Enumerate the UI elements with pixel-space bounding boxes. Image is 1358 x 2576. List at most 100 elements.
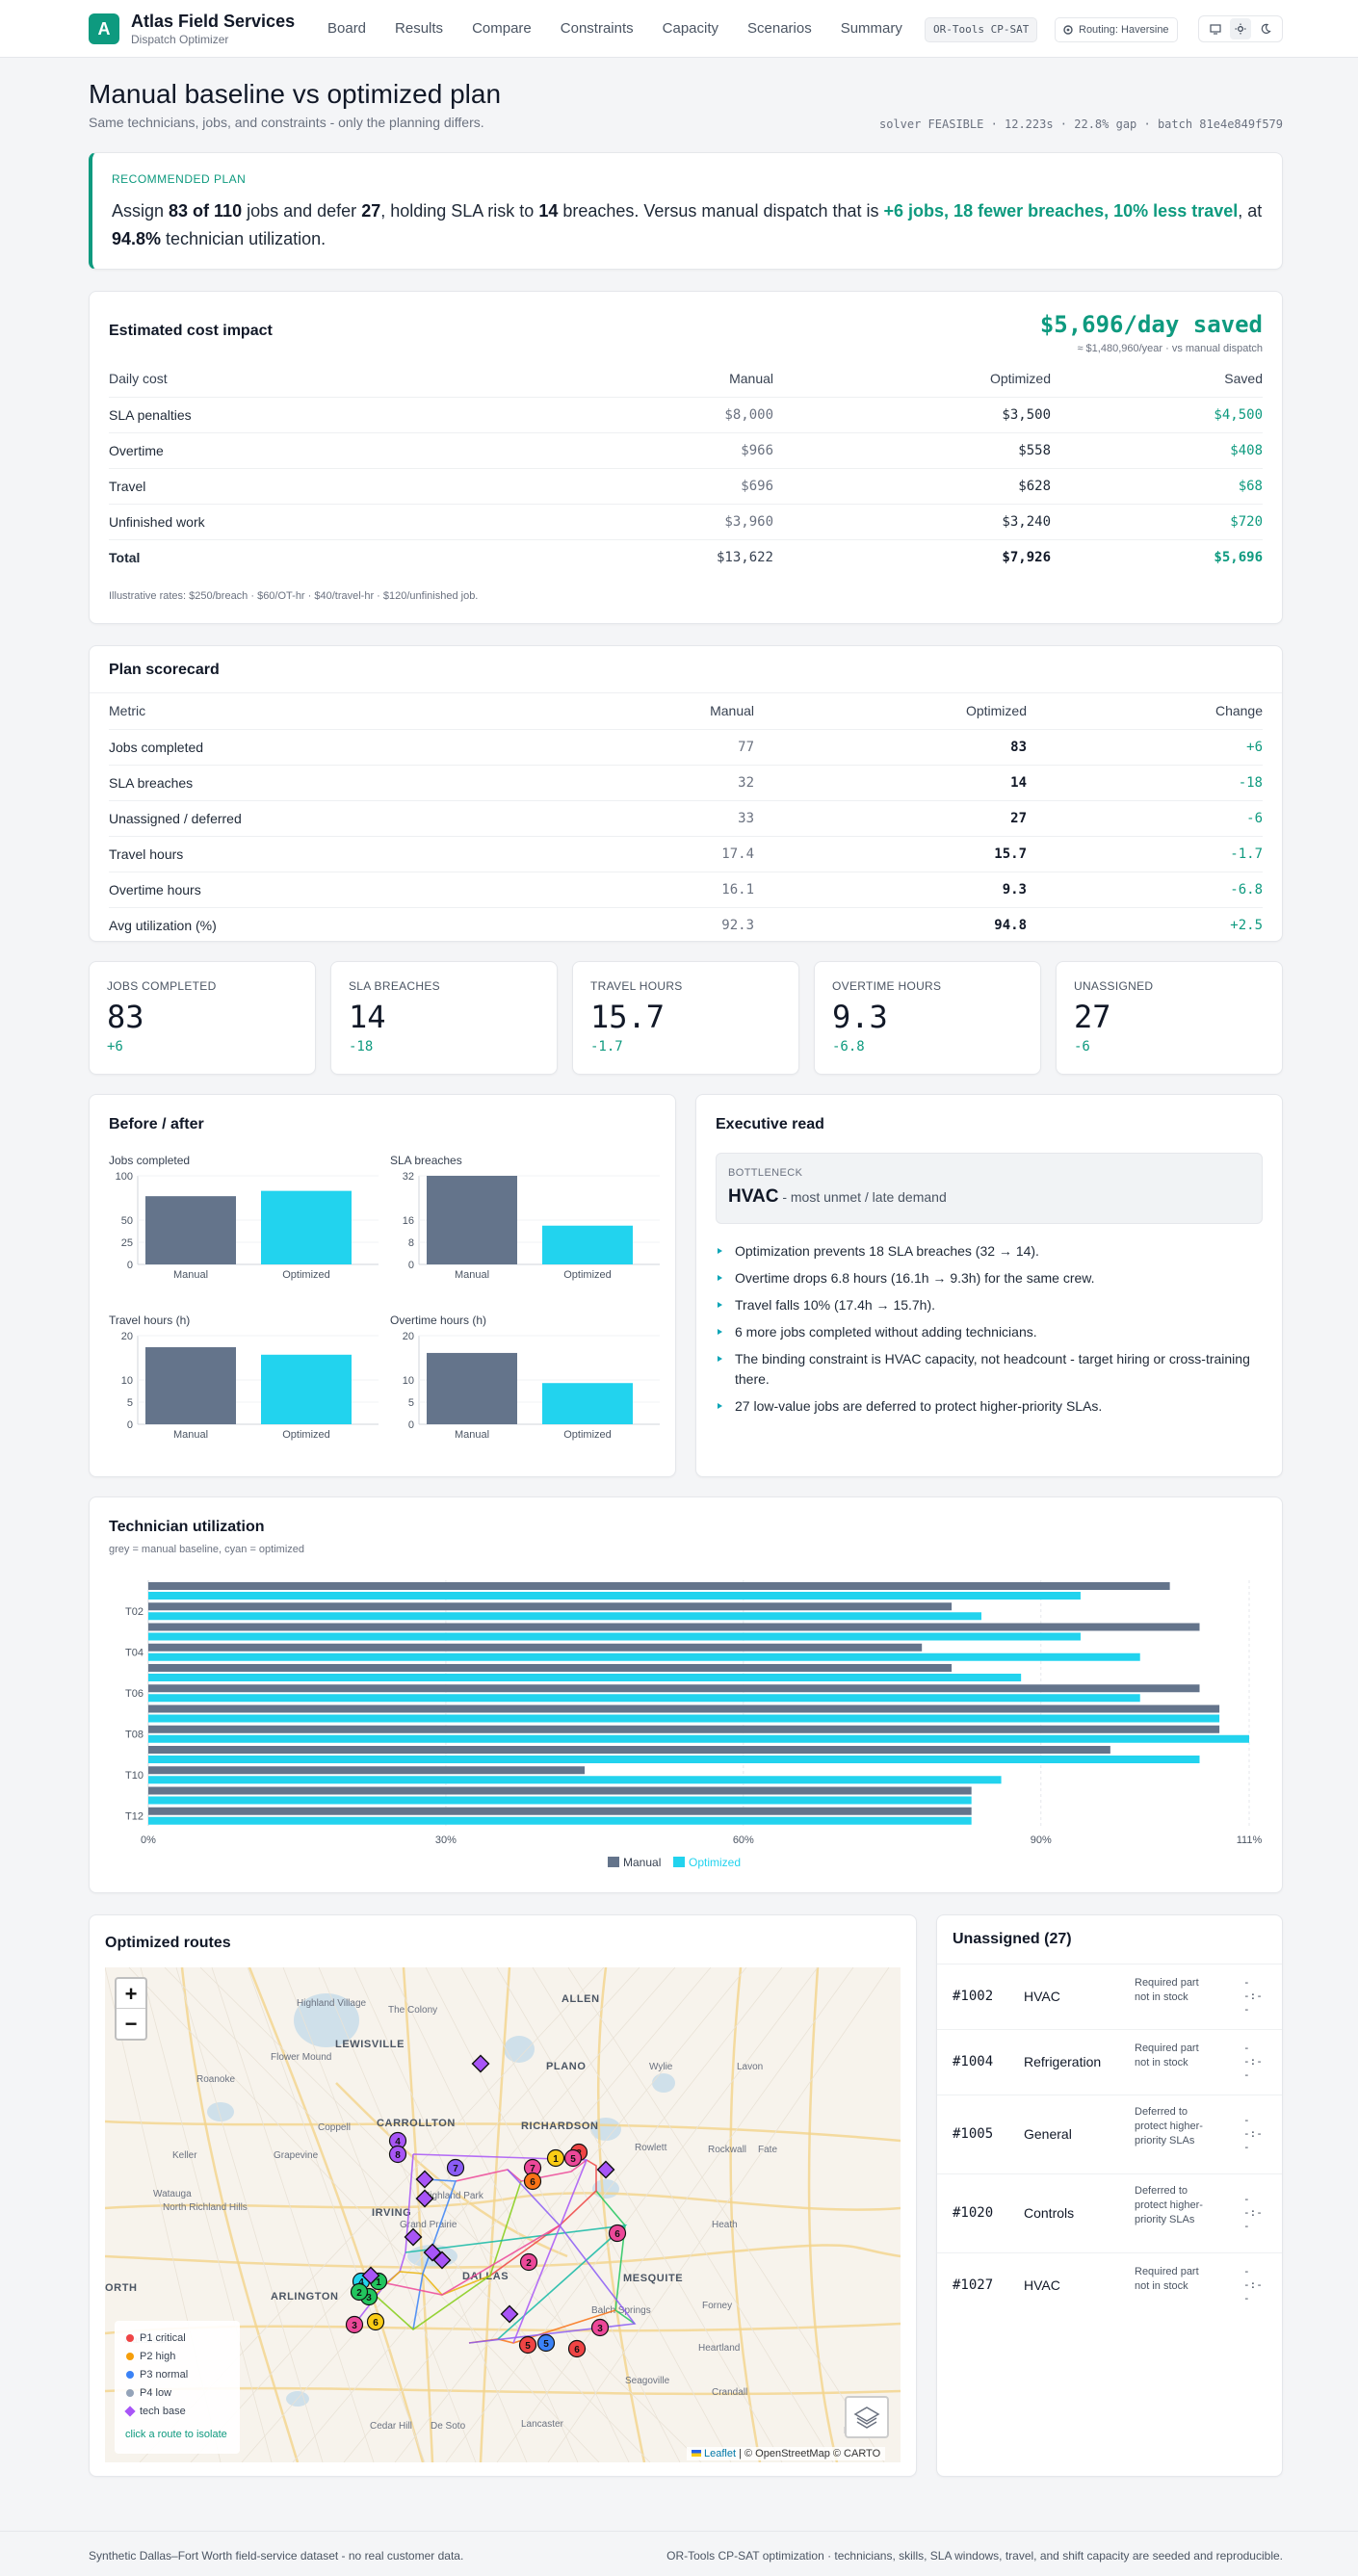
map-place-label: DALLAS bbox=[462, 2271, 509, 2282]
map-street bbox=[175, 1967, 324, 2462]
kpi-card: TRAVEL HOURS 15.7 -1.7 bbox=[572, 961, 799, 1075]
utilization-x-tick: 111% bbox=[1237, 1834, 1263, 1846]
route-line[interactable] bbox=[374, 2180, 522, 2331]
job-marker[interactable] bbox=[388, 2145, 407, 2164]
job-marker[interactable] bbox=[563, 2148, 583, 2168]
recommended-plan-card: RECOMMENDED PLAN Assign 83 of 110 jobs a… bbox=[89, 152, 1283, 270]
nav-capacity[interactable]: Capacity bbox=[662, 20, 718, 37]
route-line[interactable] bbox=[405, 2224, 628, 2340]
legend-swatch-manual bbox=[608, 1857, 619, 1867]
job-marker[interactable] bbox=[446, 2158, 465, 2177]
kpi-card: SLA BREACHES 14 -18 bbox=[330, 961, 558, 1075]
job-marker[interactable] bbox=[608, 2224, 627, 2243]
zoom-in-button[interactable]: + bbox=[117, 1979, 145, 2009]
utilization-bar-manual bbox=[148, 1766, 586, 1775]
zoom-out-button[interactable]: − bbox=[124, 2012, 138, 2036]
map-place-label: Roanoke bbox=[196, 2074, 235, 2085]
scorecard-table: Metric Manual Optimized Change Jobs comp… bbox=[109, 693, 1263, 943]
map-street bbox=[567, 1967, 885, 2462]
executive-read-card: Executive read BOTTLENECK HVAC - most un… bbox=[695, 1094, 1283, 1477]
route-line[interactable] bbox=[468, 2169, 637, 2344]
job-marker[interactable] bbox=[546, 2148, 565, 2168]
mini-chart-bar-manual bbox=[145, 1346, 236, 1424]
nav-scenarios[interactable]: Scenarios bbox=[747, 20, 812, 37]
executive-bullet: 27 low-value jobs are deferred to protec… bbox=[716, 1396, 1255, 1417]
job-id: #1002 bbox=[953, 1989, 994, 2004]
recommended-plan-label: RECOMMENDED PLAN bbox=[112, 172, 247, 186]
job-marker[interactable] bbox=[345, 2315, 364, 2334]
scorecard-row: Overtime hours 16.1 9.3 -6.8 bbox=[109, 872, 1263, 908]
map-place-label: Fate bbox=[758, 2145, 777, 2155]
cost-saved-total: $5,696/day saved bbox=[1039, 311, 1263, 338]
utilization-bar-optimized bbox=[148, 1714, 1220, 1723]
cost-row: Overtime $966 $558 $408 bbox=[109, 432, 1263, 469]
leaflet-link[interactable]: Leaflet bbox=[704, 2448, 737, 2459]
job-marker[interactable] bbox=[519, 2252, 538, 2272]
job-marker[interactable] bbox=[536, 2333, 556, 2353]
unassigned-row[interactable]: #1002 HVAC Required part not in stock - -:-… bbox=[937, 1964, 1282, 2029]
tech-base-marker[interactable] bbox=[415, 2170, 434, 2189]
job-marker[interactable] bbox=[350, 2282, 369, 2302]
map-place-label: ALLEN bbox=[561, 1993, 600, 2005]
map-place-label: Cedar Hill bbox=[370, 2421, 412, 2432]
job-marker[interactable] bbox=[366, 2312, 385, 2331]
tech-base-marker[interactable] bbox=[471, 2054, 490, 2073]
footer-left: Synthetic Dallas–Fort Worth field-servic… bbox=[89, 2549, 464, 2563]
scorecard-row: SLA breaches 32 14 -18 bbox=[109, 765, 1263, 801]
map-street bbox=[164, 1967, 651, 2462]
routing-toggle[interactable]: Routing: Haversine bbox=[1055, 17, 1178, 42]
map-place-label: Highland Park bbox=[423, 2191, 484, 2201]
tech-base-marker[interactable] bbox=[404, 2227, 423, 2247]
job-reason: Deferred to protect higher-priority SLAs bbox=[1135, 2185, 1203, 2225]
map-legend-item: P4 low bbox=[125, 2385, 171, 2401]
tech-base-marker[interactable] bbox=[596, 2160, 615, 2179]
brand-logo[interactable]: A bbox=[89, 13, 119, 44]
map-place-label: The Colony bbox=[388, 2005, 437, 2016]
tech-base-marker[interactable] bbox=[361, 2266, 380, 2285]
executive-bullet: Travel falls 10% (17.4h → 15.7h). bbox=[716, 1295, 1255, 1315]
moon-icon[interactable] bbox=[1255, 18, 1276, 39]
monitor-icon[interactable] bbox=[1205, 18, 1226, 39]
unassigned-title: Unassigned (27) bbox=[953, 1931, 1072, 1947]
map-street bbox=[496, 1967, 854, 2462]
utilization-y-label: T08 bbox=[125, 1729, 144, 1740]
nav-compare[interactable]: Compare bbox=[472, 20, 532, 37]
route-line[interactable] bbox=[412, 2153, 588, 2344]
unassigned-row[interactable]: #1004 Refrigeration Required part not in s… bbox=[937, 2029, 1282, 2095]
nav-summary[interactable]: Summary bbox=[840, 20, 902, 37]
route-line[interactable] bbox=[489, 2159, 597, 2277]
sun-icon[interactable] bbox=[1230, 18, 1251, 39]
unassigned-row[interactable]: #1005 General Deferred to protect higher-p… bbox=[937, 2095, 1282, 2173]
layers-button[interactable] bbox=[845, 2396, 889, 2438]
mini-chart-category: Manual bbox=[173, 1269, 208, 1281]
kpi-label: UNASSIGNED bbox=[1074, 979, 1154, 993]
mini-chart-tick: 8 bbox=[408, 1237, 414, 1249]
legend-swatch-optimized bbox=[673, 1857, 685, 1867]
nav-board[interactable]: Board bbox=[327, 20, 367, 37]
unassigned-row[interactable]: #1027 HVAC Required part not in stock - -:-… bbox=[937, 2252, 1282, 2318]
mini-chart-bar-optimized bbox=[542, 1383, 633, 1424]
job-marker-number: 5 bbox=[525, 2341, 531, 2352]
map-lake bbox=[207, 2102, 234, 2121]
kpi-card: JOBS COMPLETED 83 +6 bbox=[89, 961, 316, 1075]
tech-base-marker[interactable] bbox=[432, 2251, 452, 2270]
job-marker[interactable] bbox=[518, 2335, 537, 2355]
solver-status: solver FEASIBLE · 12.223s · 22.8% gap · … bbox=[878, 117, 1283, 131]
route-line[interactable] bbox=[412, 2178, 457, 2330]
nav-constraints[interactable]: Constraints bbox=[560, 20, 634, 37]
tech-base-marker[interactable] bbox=[500, 2304, 519, 2324]
map-place-label: Keller bbox=[172, 2150, 197, 2161]
job-marker[interactable] bbox=[590, 2318, 610, 2337]
tech-base-marker[interactable] bbox=[415, 2189, 434, 2208]
job-marker[interactable] bbox=[523, 2172, 542, 2191]
dot-icon bbox=[126, 2389, 134, 2397]
job-marker-number: 5 bbox=[570, 2154, 576, 2165]
route-line[interactable] bbox=[362, 2225, 561, 2298]
map-street bbox=[496, 1967, 783, 2462]
job-marker-number: 3 bbox=[366, 2293, 372, 2303]
unassigned-row[interactable]: #1020 Controls Deferred to protect higher-… bbox=[937, 2173, 1282, 2252]
map-street bbox=[282, 1967, 477, 2462]
tech-base-marker[interactable] bbox=[423, 2243, 442, 2262]
nav-results[interactable]: Results bbox=[395, 20, 444, 37]
job-marker[interactable] bbox=[567, 2339, 587, 2358]
